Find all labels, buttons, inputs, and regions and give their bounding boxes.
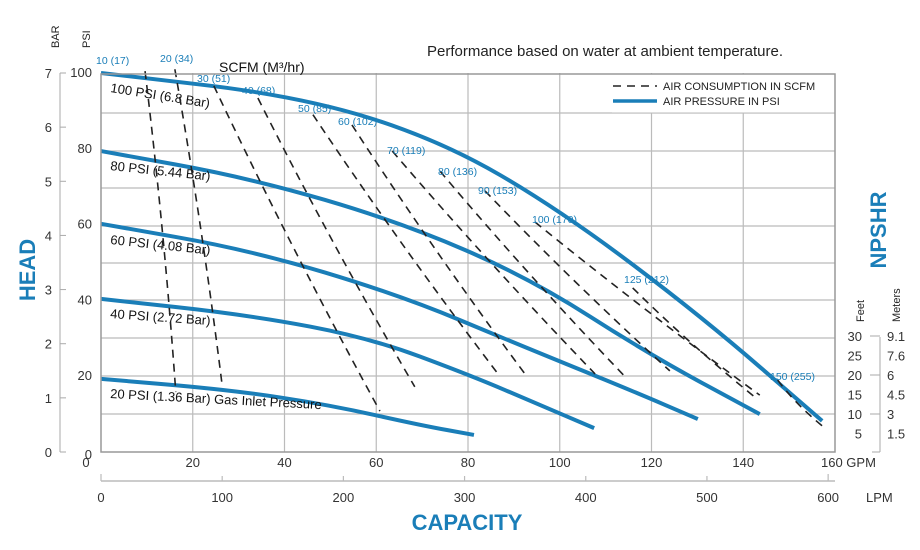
bar-tick-label: 2 <box>45 337 52 352</box>
gpm-tick-label: 0 <box>82 455 89 470</box>
psi-tick-label: 60 <box>78 217 92 232</box>
bar-tick-label: 6 <box>45 120 52 135</box>
air-line-label: 70 (119) <box>387 145 425 157</box>
npshr-scale: 30 9.1 25 7.6 20 6 15 4.5 10 3 5 1.5 <box>848 329 905 453</box>
air-consumption-line <box>257 97 416 388</box>
pressure-curve <box>100 149 761 416</box>
pressure-curve <box>100 376 475 437</box>
pressure-curves: 100 PSI (6.8 Bar)80 PSI (5.44 Bar)60 PSI… <box>100 71 824 437</box>
bar-tick-label: 4 <box>45 228 52 243</box>
gpm-tick-label: 20 <box>186 455 200 470</box>
lpm-tick-label: 200 <box>333 490 355 505</box>
npshr-feet-tick: 10 <box>848 407 862 422</box>
psi-unit-label: PSI <box>81 30 93 48</box>
gpm-tick-label: 60 <box>369 455 383 470</box>
air-line-label: 80 (136) <box>438 166 477 178</box>
air-line-label: 40 (68) <box>242 85 275 97</box>
air-line-label: 50 (85) <box>298 103 331 115</box>
bar-tick-label: 1 <box>45 391 52 406</box>
air-line-label: 10 (17) <box>96 55 129 67</box>
lpm-tick-label: 100 <box>211 490 233 505</box>
air-consumption-line <box>144 71 177 393</box>
bar-tick-label: 0 <box>45 445 52 460</box>
air-consumption-line <box>777 379 826 429</box>
air-consumption-line <box>439 170 626 378</box>
scfm-header: SCFM (M³/hr) <box>219 59 305 75</box>
air-consumption-lines: 10 (17) 20 (34) 30 (51) 40 (68) 50 (85) 60 (1… <box>96 53 826 429</box>
lpm-unit-label: LPM <box>866 490 893 505</box>
psi-tick-label: 0 <box>85 447 92 462</box>
air-line-label: 90 (153) <box>478 185 517 197</box>
lpm-tick-label: 500 <box>696 490 718 505</box>
capacity-axis-label: CAPACITY <box>412 510 523 535</box>
air-line-label: 100 (170) <box>532 214 577 226</box>
legend: AIR CONSUMPTION IN SCFM AIR PRESSURE IN … <box>612 74 835 114</box>
air-consumption-line <box>174 69 223 386</box>
gpm-tick-label: 100 <box>549 455 571 470</box>
air-consumption-line <box>213 85 381 412</box>
air-consumption-line <box>312 114 498 373</box>
gpm-tick-label: 80 <box>461 455 475 470</box>
npshr-label: NPSHR <box>866 191 891 268</box>
psi-axis: 0 20 40 60 80 100 <box>70 65 92 462</box>
npshr-feet-tick: 25 <box>848 349 862 364</box>
bar-tick-label: 5 <box>45 174 52 189</box>
pressure-curve <box>100 71 824 423</box>
psi-tick-label: 80 <box>78 141 92 156</box>
npshr-meters-tick: 4.5 <box>887 388 905 403</box>
air-line-label: 125 (212) <box>624 274 669 286</box>
head-axis-label: HEAD <box>15 239 40 301</box>
gpm-tick-label: 140 <box>732 455 754 470</box>
lpm-tick-label: 0 <box>97 490 104 505</box>
npshr-meters-tick: 7.6 <box>887 349 905 364</box>
air-line-label: 20 (34) <box>160 53 193 65</box>
gpm-tick-label: 40 <box>277 455 291 470</box>
psi-tick-label: 20 <box>78 368 92 383</box>
bar-tick-label: 3 <box>45 283 52 298</box>
plot-frame <box>100 73 836 453</box>
npshr-meters-tick: 1.5 <box>887 427 905 442</box>
grid <box>101 73 835 452</box>
pressure-curve-label: 40 PSI (2.72 Bar) <box>110 306 211 328</box>
legend-label-air: AIR CONSUMPTION IN SCFM <box>663 81 815 93</box>
npshr-meters-tick: 3 <box>887 407 894 422</box>
pressure-curve <box>100 221 699 421</box>
chart-title: Performance based on water at ambient te… <box>427 43 783 60</box>
npshr-feet-label: Feet <box>855 300 867 322</box>
gpm-tick-label: 120 <box>641 455 663 470</box>
bar-axis: 0 1 2 3 4 5 6 7 <box>45 66 66 460</box>
air-line-label: 60 (102) <box>338 116 377 128</box>
gpm-tick-label: 160 GPM <box>821 455 876 470</box>
gpm-axis: 0 20 40 60 80 100 120 140 160 GPM <box>82 455 876 470</box>
npshr-meters-label: Meters <box>891 288 903 322</box>
lpm-tick-label: 300 <box>454 490 476 505</box>
air-consumption-line <box>484 190 671 372</box>
npshr-feet-tick: 15 <box>848 388 862 403</box>
legend-label-pressure: AIR PRESSURE IN PSI <box>663 96 780 108</box>
lpm-tick-label: 600 <box>817 490 839 505</box>
psi-tick-label: 40 <box>78 292 92 307</box>
npshr-feet-tick: 30 <box>848 329 862 344</box>
pressure-curve <box>100 296 595 430</box>
npshr-meters-tick: 9.1 <box>887 329 905 344</box>
lpm-axis: 0 100 200 300 400 500 600 <box>97 474 839 505</box>
air-line-label: 30 (51) <box>197 73 230 85</box>
npshr-meters-tick: 6 <box>887 368 894 383</box>
air-line-label: 150 (255) <box>770 371 815 383</box>
air-consumption-line <box>632 287 756 398</box>
bar-unit-label: BAR <box>50 25 62 48</box>
bar-tick-label: 7 <box>45 66 52 81</box>
air-consumption-line <box>534 221 761 396</box>
psi-tick-label: 100 <box>70 65 92 80</box>
lpm-tick-label: 400 <box>575 490 597 505</box>
npshr-feet-tick: 20 <box>848 368 862 383</box>
npshr-feet-tick: 5 <box>855 427 862 442</box>
